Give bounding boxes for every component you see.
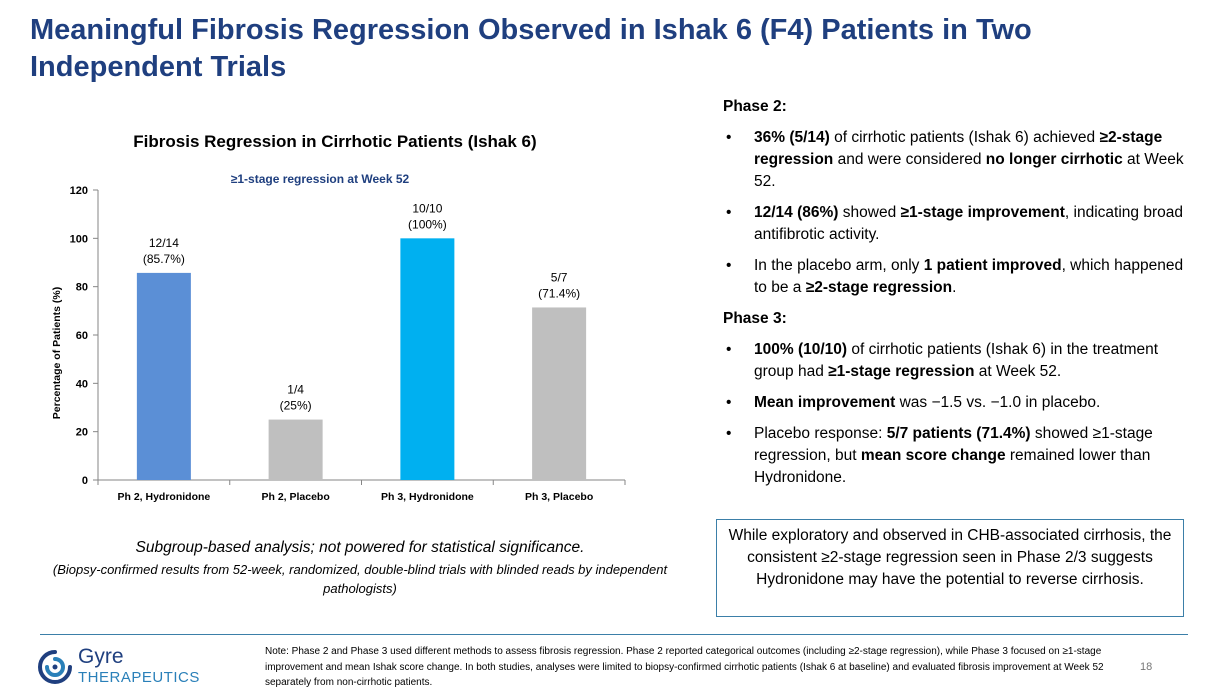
bullet-text-run: at Week 52.	[974, 363, 1062, 380]
bullet-dot-icon: •	[726, 204, 732, 221]
bar-label-percent: (100%)	[408, 217, 447, 231]
findings-panel: Phase 2: • 36% (5/14) of cirrhotic patien…	[723, 96, 1185, 498]
bar-label-percent: (85.7%)	[143, 252, 185, 266]
bullet-text-run: 5/7 patients (71.4%)	[886, 425, 1031, 442]
phase3-bullet-2: • Mean improvement was −1.5 vs. −1.0 in p…	[723, 392, 1185, 414]
bar-2	[268, 419, 323, 480]
phase3-bullet-1: • 100% (10/10) of cirrhotic patients (Ish…	[723, 339, 1185, 383]
bullet-dot-icon: •	[726, 257, 732, 274]
page-number: 18	[1140, 661, 1153, 673]
bullet-text-run: In the placebo arm, only	[754, 257, 924, 274]
phase3-heading: Phase 3:	[723, 310, 787, 327]
phase2-bullet-1: • 36% (5/14) of cirrhotic patients (Ishak…	[723, 127, 1185, 193]
bullet-text-run: 12/14 (86%)	[754, 204, 839, 221]
bar-4	[532, 307, 587, 480]
y-tick-label: 100	[70, 233, 88, 245]
bullet-text-run: showed	[838, 204, 901, 221]
y-tick-label: 20	[76, 427, 88, 439]
chart-title: Fibrosis Regression in Cirrhotic Patient…	[133, 132, 536, 151]
bar-label-count: 12/14	[149, 236, 179, 250]
bullet-text-run: no longer cirrhotic	[985, 151, 1123, 168]
bullet-dot-icon: •	[726, 394, 732, 411]
logo-subtitle: THERAPEUTICS	[78, 669, 200, 686]
x-category-label: Ph 2, Placebo	[261, 491, 329, 503]
bullet-text-run: 36% (5/14)	[754, 129, 830, 146]
bullet-text-run: remained lower than Hydronidone.	[754, 447, 1151, 486]
bullet-dot-icon: •	[726, 341, 732, 358]
phase2-bullet-3: • In the placebo arm, only 1 patient impr…	[723, 255, 1185, 299]
chart-subtitle: ≥1-stage regression at Week 52	[231, 172, 410, 186]
subgroup-main-text: Subgroup-based analysis; not powered for…	[135, 539, 585, 556]
logo-name: Gyre	[78, 645, 124, 668]
y-tick-label: 80	[76, 282, 88, 294]
phase2-bullets: • 36% (5/14) of cirrhotic patients (Ishak…	[723, 127, 1185, 299]
bullet-dot-icon: •	[726, 129, 732, 146]
bullet-text-run: , which happened to be a	[754, 257, 1184, 296]
subgroup-caption: Subgroup-based analysis; not powered for…	[40, 537, 680, 598]
x-category-label: Ph 2, Hydronidone	[117, 491, 210, 503]
bar-chart: Fibrosis Regression in Cirrhotic Patient…	[51, 132, 626, 503]
bar-3	[400, 238, 455, 480]
bar-label-percent: (71.4%)	[538, 286, 580, 300]
bullet-text-run: Mean improvement	[754, 394, 896, 411]
phase2-bullet-2: • 12/14 (86%) showed ≥1-stage improvement…	[723, 202, 1185, 246]
y-axis-label: Percentage of Patients (%)	[51, 287, 63, 419]
gyre-swirl-icon	[38, 650, 72, 684]
footer-divider	[40, 634, 1188, 635]
bullet-dot-icon: •	[726, 425, 732, 442]
bullet-text-run: ≥1-stage regression	[828, 363, 975, 380]
bullet-text-run: Placebo response:	[754, 425, 887, 442]
y-tick-label: 120	[70, 185, 88, 197]
company-logo: Gyre THERAPEUTICS	[36, 645, 216, 689]
subgroup-sub-text: (Biopsy-confirmed results from 52-week, …	[52, 562, 668, 596]
bar-label-count: 1/4	[287, 383, 304, 397]
phase3-bullet-3: • Placebo response: 5/7 patients (71.4%) …	[723, 423, 1185, 489]
phase3-bullets: • 100% (10/10) of cirrhotic patients (Ish…	[723, 339, 1185, 489]
bar-1	[136, 272, 191, 480]
bullet-text-run: of cirrhotic patients (Ishak 6) achieved	[829, 129, 1100, 146]
x-category-label: Ph 3, Placebo	[525, 491, 593, 503]
page-title: Meaningful Fibrosis Regression Observed …	[30, 14, 1032, 83]
bullet-text-run: , indicating broad antifibrotic activity…	[754, 204, 1183, 243]
bullet-text-run: 100% (10/10)	[754, 341, 848, 358]
bullet-text-run: mean score change	[860, 447, 1006, 464]
bar-label-count: 5/7	[551, 270, 568, 284]
bullet-text-run: and were considered	[833, 151, 986, 168]
bullet-text-run: 1 patient improved	[923, 257, 1062, 274]
footnote: Note: Phase 2 and Phase 3 used different…	[265, 646, 1104, 688]
bar-label-count: 10/10	[412, 201, 442, 215]
y-tick-label: 0	[82, 475, 88, 487]
conclusion-box: While exploratory and observed in CHB-as…	[716, 519, 1184, 617]
x-category-label: Ph 3, Hydronidone	[381, 491, 474, 503]
bar-label-percent: (25%)	[280, 399, 312, 413]
phase2-heading: Phase 2:	[723, 98, 787, 115]
bullet-text-run: .	[952, 279, 957, 296]
y-tick-label: 40	[76, 378, 88, 390]
bullet-text-run: at Week 52.	[754, 151, 1184, 190]
bullet-text-run: ≥2-stage regression	[754, 129, 1163, 168]
bullet-text-run: was −1.5 vs. −1.0 in placebo.	[895, 394, 1101, 411]
y-tick-label: 60	[76, 330, 88, 342]
bullet-text-run: showed ≥1-stage regression, but	[754, 425, 1153, 464]
bullet-text-run: ≥1-stage improvement	[900, 204, 1065, 221]
bullet-text-run: ≥2-stage regression	[805, 279, 953, 296]
bullet-text-run: of cirrhotic patients (Ishak 6) in the t…	[754, 341, 1159, 380]
